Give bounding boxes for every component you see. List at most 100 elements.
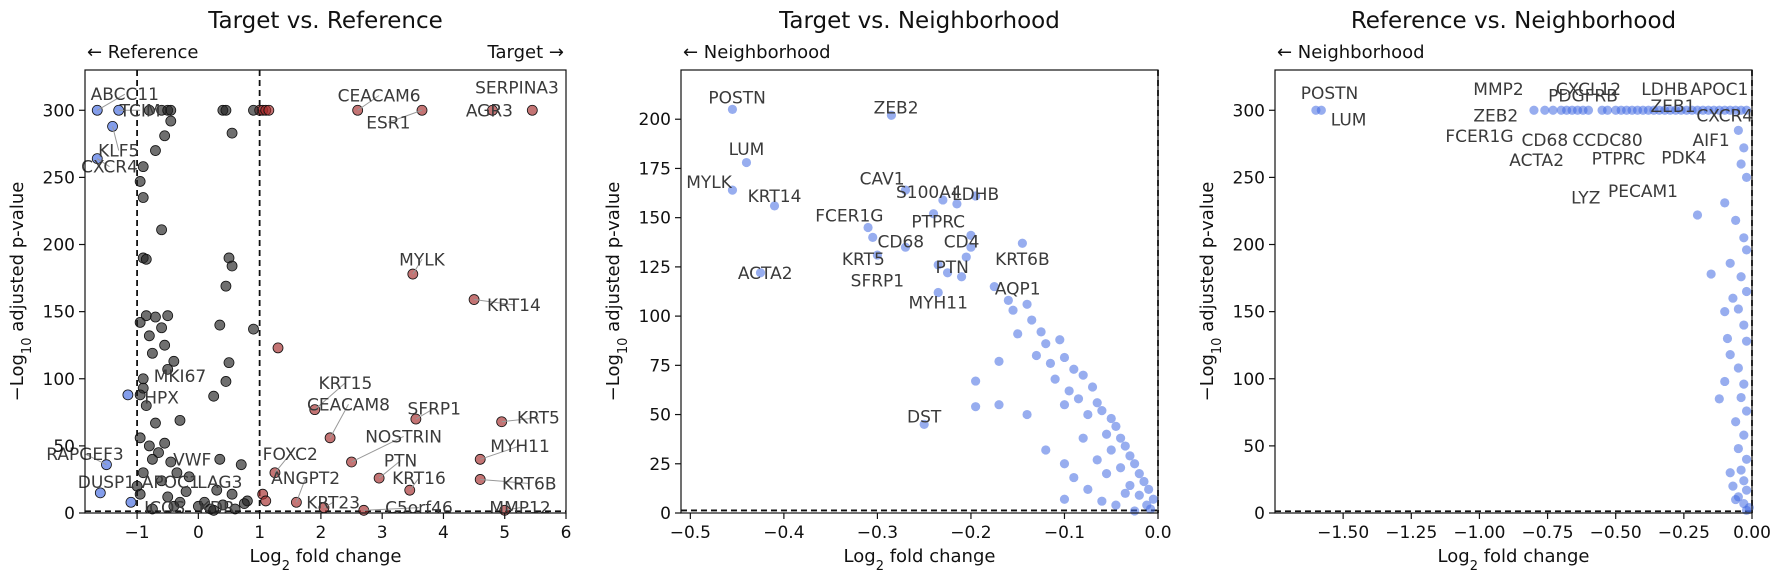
data-point [1022,299,1032,309]
data-point [1027,315,1037,325]
chart-title: Reference vs. Neighborhood [1351,8,1676,34]
label-leader-line [329,404,349,439]
data-point [1139,476,1149,487]
plot-frame [84,69,567,514]
x-tick-label: 4 [438,523,449,543]
label-leader-line [314,382,346,411]
data-point [1078,433,1088,443]
y-tick-label: 0 [64,504,75,524]
data-point-mylk [727,185,738,195]
gene-label-mmp12: MMP12 [489,499,550,519]
data-point [143,330,155,342]
gene-label-mylk: MYLK [399,250,446,270]
y-tick-label: 100 [639,307,671,327]
data-point [1741,406,1752,416]
direction-label-left: ← Neighborhood [1277,42,1425,63]
x-tick-label: −0.25 [1658,523,1710,543]
y-tick-label: 175 [639,159,671,179]
y-axis-label: −Log10 adjusted p-value [603,182,631,402]
data-point [180,486,192,497]
y-tick-label: 0 [660,504,671,524]
data-point [156,322,167,334]
gene-label-lum: LUM [1331,111,1367,131]
gene-label-zeb2: ZEB2 [1473,107,1518,127]
gene-label-fcer1g: FCER1G [1445,127,1513,147]
data-point-apoc1 [162,491,174,503]
data-point [1722,333,1733,344]
gene-label-ccdc80: CCDC80 [1572,131,1642,151]
data-point [1706,269,1716,279]
gene-label-zeb1: ZEB1 [1651,97,1696,117]
data-point-mki67 [137,373,149,385]
gene-label-tcim: TCIM [119,101,161,121]
data-point-krt6b [1017,238,1027,248]
gene-label-acta2: ACTA2 [738,264,793,284]
y-tick-label: 250 [43,168,75,188]
data-point [1130,459,1140,469]
data-point [1725,468,1735,478]
data-point [226,127,238,139]
data-point-mmp2 [1548,105,1558,115]
gene-label-krt5: KRT5 [517,409,560,429]
data-point [1115,463,1126,473]
data-point [183,471,195,483]
data-point [1083,484,1093,494]
gene-label-aif1: AIF1 [1692,131,1729,151]
data-point [942,268,953,278]
y-tick-label: 50 [1243,437,1265,457]
gene-label-cd4: CD4 [944,232,980,252]
data-point [150,417,161,429]
data-point-krt14 [769,201,780,211]
data-point [147,347,158,359]
data-point [1064,386,1074,396]
x-tick-label: 0 [193,523,204,543]
data-point [1736,159,1746,169]
data-point [137,467,149,479]
gene-label-apoc1: APOC1 [142,473,200,493]
data-point [165,456,177,468]
gene-label-ceacam8: CEACAM8 [307,395,390,415]
data-point [1736,392,1746,403]
y-axis-label: −Log10 adjusted p-value [7,182,35,402]
data-point [961,252,971,262]
data-point [174,414,186,426]
data-point [1092,398,1102,408]
data-point [220,104,232,116]
data-point-fcer1g [863,222,873,233]
data-point [1741,172,1752,182]
data-point [211,484,223,496]
data-point [1725,349,1735,360]
data-point [1739,233,1749,243]
x-tick-label: −1.25 [1385,523,1437,543]
data-point [140,400,152,412]
gene-label-vwf: VWF [173,450,211,470]
data-point [223,357,235,369]
x-tick-label: 2 [315,523,326,543]
y-tick-label: 150 [43,303,75,323]
data-point-cd68 [900,242,911,252]
gene-label-myh11: MYH11 [490,437,549,457]
label-leader-line [274,453,291,474]
data-point [1741,336,1752,346]
data-point-ldhb [971,191,981,201]
gene-label-ptprc: PTPRC [911,213,965,233]
gene-label-mylk: MYLK [686,173,733,193]
gene-label-ptn: PTN [936,258,969,278]
data-point [143,104,155,116]
data-point-postn [727,104,738,114]
data-point [165,104,177,116]
gene-label-hpx: HPX [144,389,179,409]
data-point [1741,485,1752,495]
data-point [1733,304,1743,314]
data-point [1741,245,1752,255]
gene-label-ceacam6: CEACAM6 [338,87,421,107]
x-tick-label: 6 [561,523,572,543]
data-point [1059,400,1070,410]
y-tick-label: 200 [1233,236,1265,256]
gene-label-foxc2: FOXC2 [263,445,318,465]
x-tick-label: −1.00 [1453,523,1505,543]
x-axis-label: Log2 fold change [844,546,996,574]
y-tick-label: 0 [1254,504,1265,524]
label-leader-line [363,507,419,511]
data-point [1692,210,1703,220]
